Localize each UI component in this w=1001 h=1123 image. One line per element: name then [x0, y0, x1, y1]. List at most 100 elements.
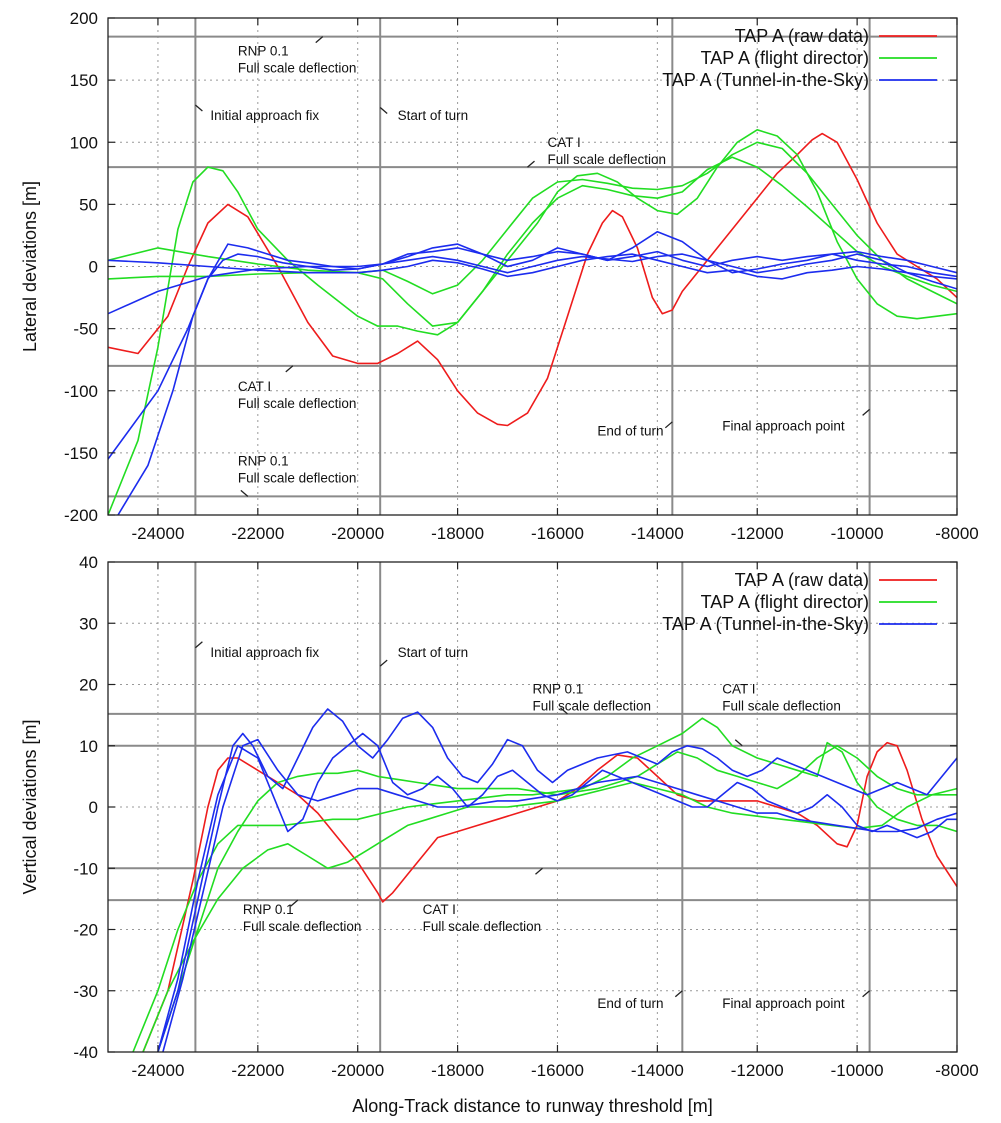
annotation-text: Final approach point [722, 419, 845, 434]
y-axis-title: Vertical deviations [m] [20, 719, 40, 894]
annotation: Initial approach fix [194, 641, 319, 660]
series-line [108, 253, 957, 280]
x-tick-label: -12000 [731, 1061, 784, 1080]
x-tick-label: -14000 [631, 1061, 684, 1080]
y-tick-label: 40 [79, 553, 98, 572]
y-tick-label: 200 [70, 9, 98, 28]
annotation-text: CAT I [238, 379, 271, 394]
annotation: Final approach point [722, 408, 871, 434]
x-tick-label: -8000 [935, 524, 978, 543]
annotation-pointer [862, 990, 871, 998]
annotation-text: Start of turn [398, 645, 469, 660]
annotation: End of turn [597, 421, 673, 438]
x-tick-label: -18000 [431, 524, 484, 543]
legend-label: TAP A (Tunnel-in-the-Sky) [662, 70, 869, 90]
y-axis-title: Lateral deviations [m] [20, 181, 40, 352]
annotation-text: CAT I [547, 135, 580, 150]
y-tick-label: 10 [79, 737, 98, 756]
annotation-pointer [379, 106, 388, 114]
series-line [108, 132, 957, 427]
x-tick-label: -10000 [831, 1061, 884, 1080]
series-line [108, 230, 957, 460]
legend-label: TAP A (flight director) [701, 48, 869, 68]
y-tick-label: -150 [64, 444, 98, 463]
annotation: Start of turn [379, 645, 469, 667]
x-tick-label: -12000 [731, 524, 784, 543]
y-tick-label: 150 [70, 71, 98, 90]
y-tick-label: -30 [73, 982, 98, 1001]
annotation-text: RNP 0.1 [238, 43, 289, 58]
annotation-text: Final approach point [722, 996, 845, 1011]
series-line [117, 247, 957, 515]
y-tick-label: -10 [73, 859, 98, 878]
legend-label: TAP A (raw data) [735, 26, 869, 46]
legend-label: TAP A (flight director) [701, 592, 869, 612]
y-tick-label: -200 [64, 506, 98, 525]
annotation-pointer [240, 489, 249, 497]
x-tick-label: -22000 [231, 524, 284, 543]
annotation: Initial approach fix [194, 104, 319, 123]
annotation: RNP 0.1 Full scale deflection [238, 453, 356, 497]
annotation-pointer [734, 739, 743, 747]
annotation-text: Full scale deflection [238, 396, 357, 411]
x-tick-label: -16000 [531, 524, 584, 543]
y-tick-label: 100 [70, 133, 98, 152]
series-line [162, 738, 957, 1052]
annotation: CAT I Full scale deflection [722, 682, 841, 747]
annotation: Start of turn [379, 106, 468, 123]
annotation-pointer [194, 641, 203, 649]
annotation-text: Full scale deflection [238, 60, 357, 75]
y-tick-label: -40 [73, 1043, 98, 1062]
y-tick-label: -50 [73, 320, 98, 339]
annotation-text: Full scale deflection [722, 699, 841, 714]
annotation: Final approach point [722, 990, 871, 1011]
y-tick-label: 0 [89, 258, 98, 277]
x-tick-label: -20000 [331, 524, 384, 543]
annotation: RNP 0.1 Full scale deflection [238, 36, 357, 75]
x-tick-label: -20000 [331, 1061, 384, 1080]
annotation-text: End of turn [597, 423, 663, 438]
annotation-pointer [315, 36, 324, 44]
y-tick-label: 50 [79, 195, 98, 214]
series-group [132, 708, 957, 1052]
chart-panel-1: -24000 -22000 -20000 -18000 -16000 -14000 -120… [20, 9, 979, 543]
x-tick-label: -18000 [431, 1061, 484, 1080]
legend: TAP A (raw data)TAP A (flight director)T… [662, 26, 937, 90]
x-tick-label: -8000 [935, 1061, 978, 1080]
annotation-pointer [285, 365, 294, 373]
annotation: RNP 0.1 Full scale deflection [533, 682, 652, 715]
annotation-text: CAT I [423, 902, 456, 917]
series-line [157, 708, 957, 1052]
annotation-text: Full scale deflection [533, 699, 652, 714]
series-line [108, 156, 957, 327]
y-tick-label: -100 [64, 382, 98, 401]
annotation-pointer [535, 867, 543, 875]
y-tick-label: 30 [79, 614, 98, 633]
x-tick-label: -10000 [831, 524, 884, 543]
legend-label: TAP A (Tunnel-in-the-Sky) [662, 614, 869, 634]
annotation-text: Full scale deflection [547, 152, 666, 167]
legend: TAP A (raw data)TAP A (flight director)T… [662, 570, 937, 634]
series-line [157, 732, 957, 1052]
chart-panel-2: -24000 -22000 -20000 -18000 -16000 -14000 -120… [20, 553, 979, 1116]
x-axis-title: Along-Track distance to runway threshold… [352, 1096, 713, 1116]
annotation: CAT I Full scale deflection [527, 135, 666, 168]
annotation-pointer [194, 104, 203, 112]
annotation: CAT I Full scale deflection [238, 365, 357, 411]
annotation: RNP 0.1 Full scale deflection [243, 899, 361, 934]
annotation-text: Full scale deflection [423, 919, 542, 934]
legend-label: TAP A (raw data) [735, 570, 869, 590]
series-line [108, 129, 957, 515]
annotation: CAT I Full scale deflection [423, 867, 543, 934]
annotation-pointer [674, 990, 683, 998]
series-line [132, 717, 957, 1052]
y-tick-label: 20 [79, 676, 98, 695]
annotation-pointer [560, 707, 568, 715]
series-group [108, 129, 957, 515]
x-tick-label: -22000 [231, 1061, 284, 1080]
annotation-pointer [290, 899, 299, 907]
annotation-text: RNP 0.1 [238, 453, 289, 468]
annotation-pointer [862, 408, 871, 416]
annotation-text: End of turn [597, 996, 663, 1011]
